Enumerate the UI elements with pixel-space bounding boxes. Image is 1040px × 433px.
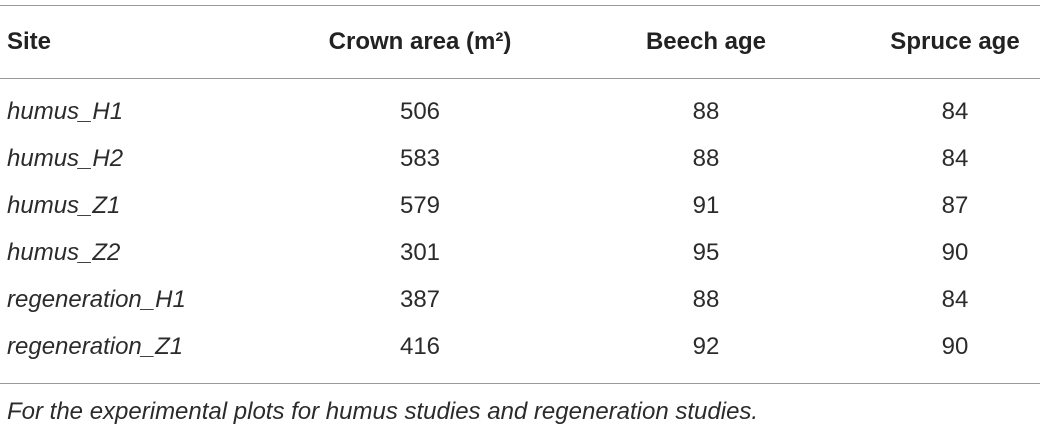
header-rule bbox=[0, 78, 1040, 79]
value-cell: 88 bbox=[692, 145, 720, 172]
footnote: For the experimental plots for humus stu… bbox=[7, 398, 759, 425]
site-cell: humus_Z2 bbox=[7, 239, 121, 266]
value-cell: 583 bbox=[399, 145, 441, 172]
site-cell: humus_Z1 bbox=[7, 192, 121, 219]
value-cell: 95 bbox=[692, 239, 720, 266]
value-cell: 416 bbox=[399, 333, 441, 360]
site-cell: regeneration_Z1 bbox=[7, 333, 184, 360]
value-cell: 87 bbox=[941, 192, 969, 219]
value-cell: 579 bbox=[399, 192, 441, 219]
value-cell: 84 bbox=[941, 286, 969, 313]
value-cell: 90 bbox=[941, 239, 969, 266]
bottom-rule bbox=[0, 383, 1040, 384]
value-cell: 92 bbox=[692, 333, 720, 360]
value-cell: 84 bbox=[941, 145, 969, 172]
value-cell: 301 bbox=[399, 239, 441, 266]
column-header: Beech age bbox=[645, 28, 767, 55]
top-rule bbox=[0, 5, 1040, 6]
site-cell: regeneration_H1 bbox=[7, 286, 186, 313]
value-cell: 88 bbox=[692, 286, 720, 313]
value-cell: 84 bbox=[941, 98, 969, 125]
value-cell: 91 bbox=[692, 192, 720, 219]
value-cell: 88 bbox=[692, 98, 720, 125]
column-header: Crown area (m²) bbox=[328, 28, 512, 55]
value-cell: 506 bbox=[399, 98, 441, 125]
site-cell: humus_H2 bbox=[7, 145, 124, 172]
value-cell: 387 bbox=[399, 286, 441, 313]
column-header: Spruce age bbox=[890, 28, 1020, 55]
column-header: Site bbox=[7, 28, 52, 55]
value-cell: 90 bbox=[941, 333, 969, 360]
site-cell: humus_H1 bbox=[7, 98, 124, 125]
